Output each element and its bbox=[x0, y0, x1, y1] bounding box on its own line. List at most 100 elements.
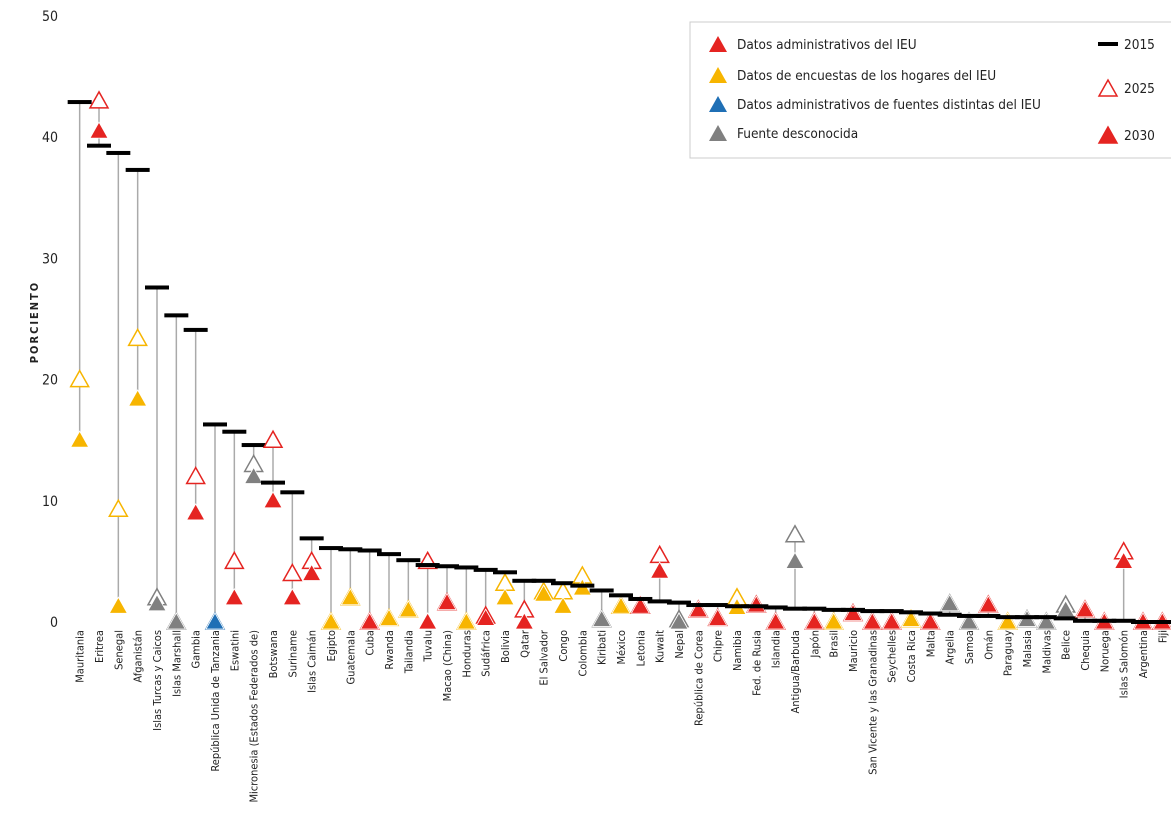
marker-2015 bbox=[280, 490, 305, 495]
x-tick-label: Mauritania bbox=[74, 630, 87, 683]
marker-2015 bbox=[821, 607, 846, 612]
marker-2030 bbox=[166, 612, 187, 630]
x-tick-label: Colombia bbox=[576, 630, 589, 677]
marker-2015 bbox=[705, 603, 730, 608]
marker-2015 bbox=[87, 143, 111, 148]
legend-marker bbox=[1098, 42, 1118, 46]
marker-2030 bbox=[437, 592, 457, 611]
legend-marker bbox=[709, 96, 727, 112]
marker-2030 bbox=[901, 609, 921, 627]
marker-2015 bbox=[435, 564, 459, 569]
marker-2030 bbox=[379, 608, 399, 626]
marker-2030 bbox=[804, 612, 825, 630]
x-tick-label: Fed. de Rusia bbox=[750, 630, 763, 696]
marker-2030 bbox=[630, 596, 651, 614]
marker-2025 bbox=[88, 90, 110, 109]
marker-2030 bbox=[243, 466, 264, 484]
x-tick-label: Egipto bbox=[325, 630, 338, 662]
marker-2030 bbox=[746, 595, 767, 613]
x-tick-label: Antigua/Barbuda bbox=[789, 630, 802, 713]
marker-2015 bbox=[899, 610, 923, 615]
x-tick-label: Micronesia (Estados Federados de) bbox=[248, 630, 261, 803]
marker-2015 bbox=[802, 606, 827, 611]
marker-2025 bbox=[185, 466, 206, 485]
marker-2030 bbox=[533, 584, 554, 602]
marker-2015 bbox=[396, 558, 421, 563]
x-tick-label: Kiribati bbox=[596, 630, 609, 665]
x-tick-label: Fiji bbox=[1156, 630, 1169, 643]
x-tick-label: Japón bbox=[808, 630, 821, 659]
legend-label: Datos administrativos de fuentes distint… bbox=[737, 97, 1041, 113]
x-tick-label: Maldivas bbox=[1040, 630, 1053, 673]
marker-2015 bbox=[183, 327, 208, 332]
marker-2030 bbox=[1075, 600, 1095, 618]
y-tick-label: 40 bbox=[42, 130, 58, 146]
legend-marker bbox=[1097, 78, 1119, 97]
x-tick-label: Afganistán bbox=[132, 630, 145, 683]
x-tick-label: Islas Caimán bbox=[306, 630, 319, 693]
marker-2030 bbox=[959, 612, 979, 630]
marker-2030 bbox=[301, 563, 322, 581]
marker-2030 bbox=[688, 600, 709, 618]
legend-marker bbox=[1097, 125, 1119, 144]
marker-2030 bbox=[553, 596, 573, 614]
marker-2015 bbox=[106, 150, 131, 155]
marker-2030 bbox=[127, 389, 148, 407]
marker-2030 bbox=[881, 612, 902, 630]
x-tick-label: Malasia bbox=[1021, 630, 1034, 667]
marker-2015 bbox=[686, 603, 711, 608]
marker-2015 bbox=[357, 548, 382, 553]
marker-2025 bbox=[108, 498, 129, 518]
marker-2030 bbox=[785, 551, 805, 569]
marker-2025 bbox=[127, 327, 148, 347]
marker-2030 bbox=[359, 612, 380, 630]
marker-2030 bbox=[340, 587, 361, 606]
marker-2030 bbox=[417, 612, 438, 630]
x-tick-label: El Salvador bbox=[538, 629, 551, 685]
y-tick-label: 50 bbox=[42, 9, 58, 25]
marker-2030 bbox=[707, 608, 728, 626]
marker-2030 bbox=[185, 503, 206, 521]
marker-2030 bbox=[978, 595, 999, 613]
legend-label: 2015 bbox=[1124, 37, 1155, 53]
x-tick-label: Islas Marshall bbox=[170, 630, 183, 697]
x-tick-label: Omán bbox=[982, 630, 995, 660]
x-tick-label: Mauricio bbox=[847, 630, 860, 672]
marker-2030 bbox=[321, 612, 341, 630]
marker-2030 bbox=[843, 603, 863, 621]
x-tick-label: Argentina bbox=[1137, 630, 1150, 678]
marker-2025 bbox=[69, 369, 90, 388]
marker-2015 bbox=[222, 429, 247, 434]
marker-2015 bbox=[1131, 620, 1155, 624]
marker-2015 bbox=[1034, 615, 1059, 620]
x-tick-label: Seychelles bbox=[886, 630, 899, 683]
x-tick-label: Macao (China) bbox=[441, 630, 454, 701]
x-tick-label: Congo bbox=[557, 630, 570, 662]
marker-2015 bbox=[976, 613, 1001, 618]
marker-2015 bbox=[995, 615, 1020, 620]
marker-2025 bbox=[282, 562, 303, 582]
y-tick-label: 0 bbox=[50, 615, 58, 631]
marker-2030 bbox=[456, 612, 477, 630]
x-tick-label: Sudáfrica bbox=[480, 630, 493, 677]
legend-label: Datos administrativos del IEU bbox=[737, 37, 917, 53]
legend-marker bbox=[709, 36, 727, 52]
marker-2015 bbox=[261, 480, 285, 485]
marker-2030 bbox=[765, 612, 786, 630]
marker-2015 bbox=[377, 552, 401, 557]
marker-2015 bbox=[551, 581, 575, 586]
x-tick-label: República Unida de Tanzania bbox=[209, 630, 222, 772]
marker-2015 bbox=[125, 167, 150, 172]
x-tick-label: Tuvalu bbox=[422, 630, 435, 663]
marker-2015 bbox=[338, 547, 363, 552]
marker-2015 bbox=[744, 604, 769, 609]
legend-marker bbox=[709, 67, 727, 83]
x-tick-label: Senegal bbox=[112, 630, 125, 670]
marker-2015 bbox=[1053, 616, 1078, 621]
marker-2015 bbox=[918, 611, 943, 616]
x-tick-label: Suriname bbox=[286, 630, 299, 677]
marker-2030 bbox=[862, 612, 883, 630]
legend-label: 2030 bbox=[1124, 128, 1155, 144]
marker-2015 bbox=[841, 607, 865, 612]
x-tick-label: Chequia bbox=[1079, 630, 1092, 671]
